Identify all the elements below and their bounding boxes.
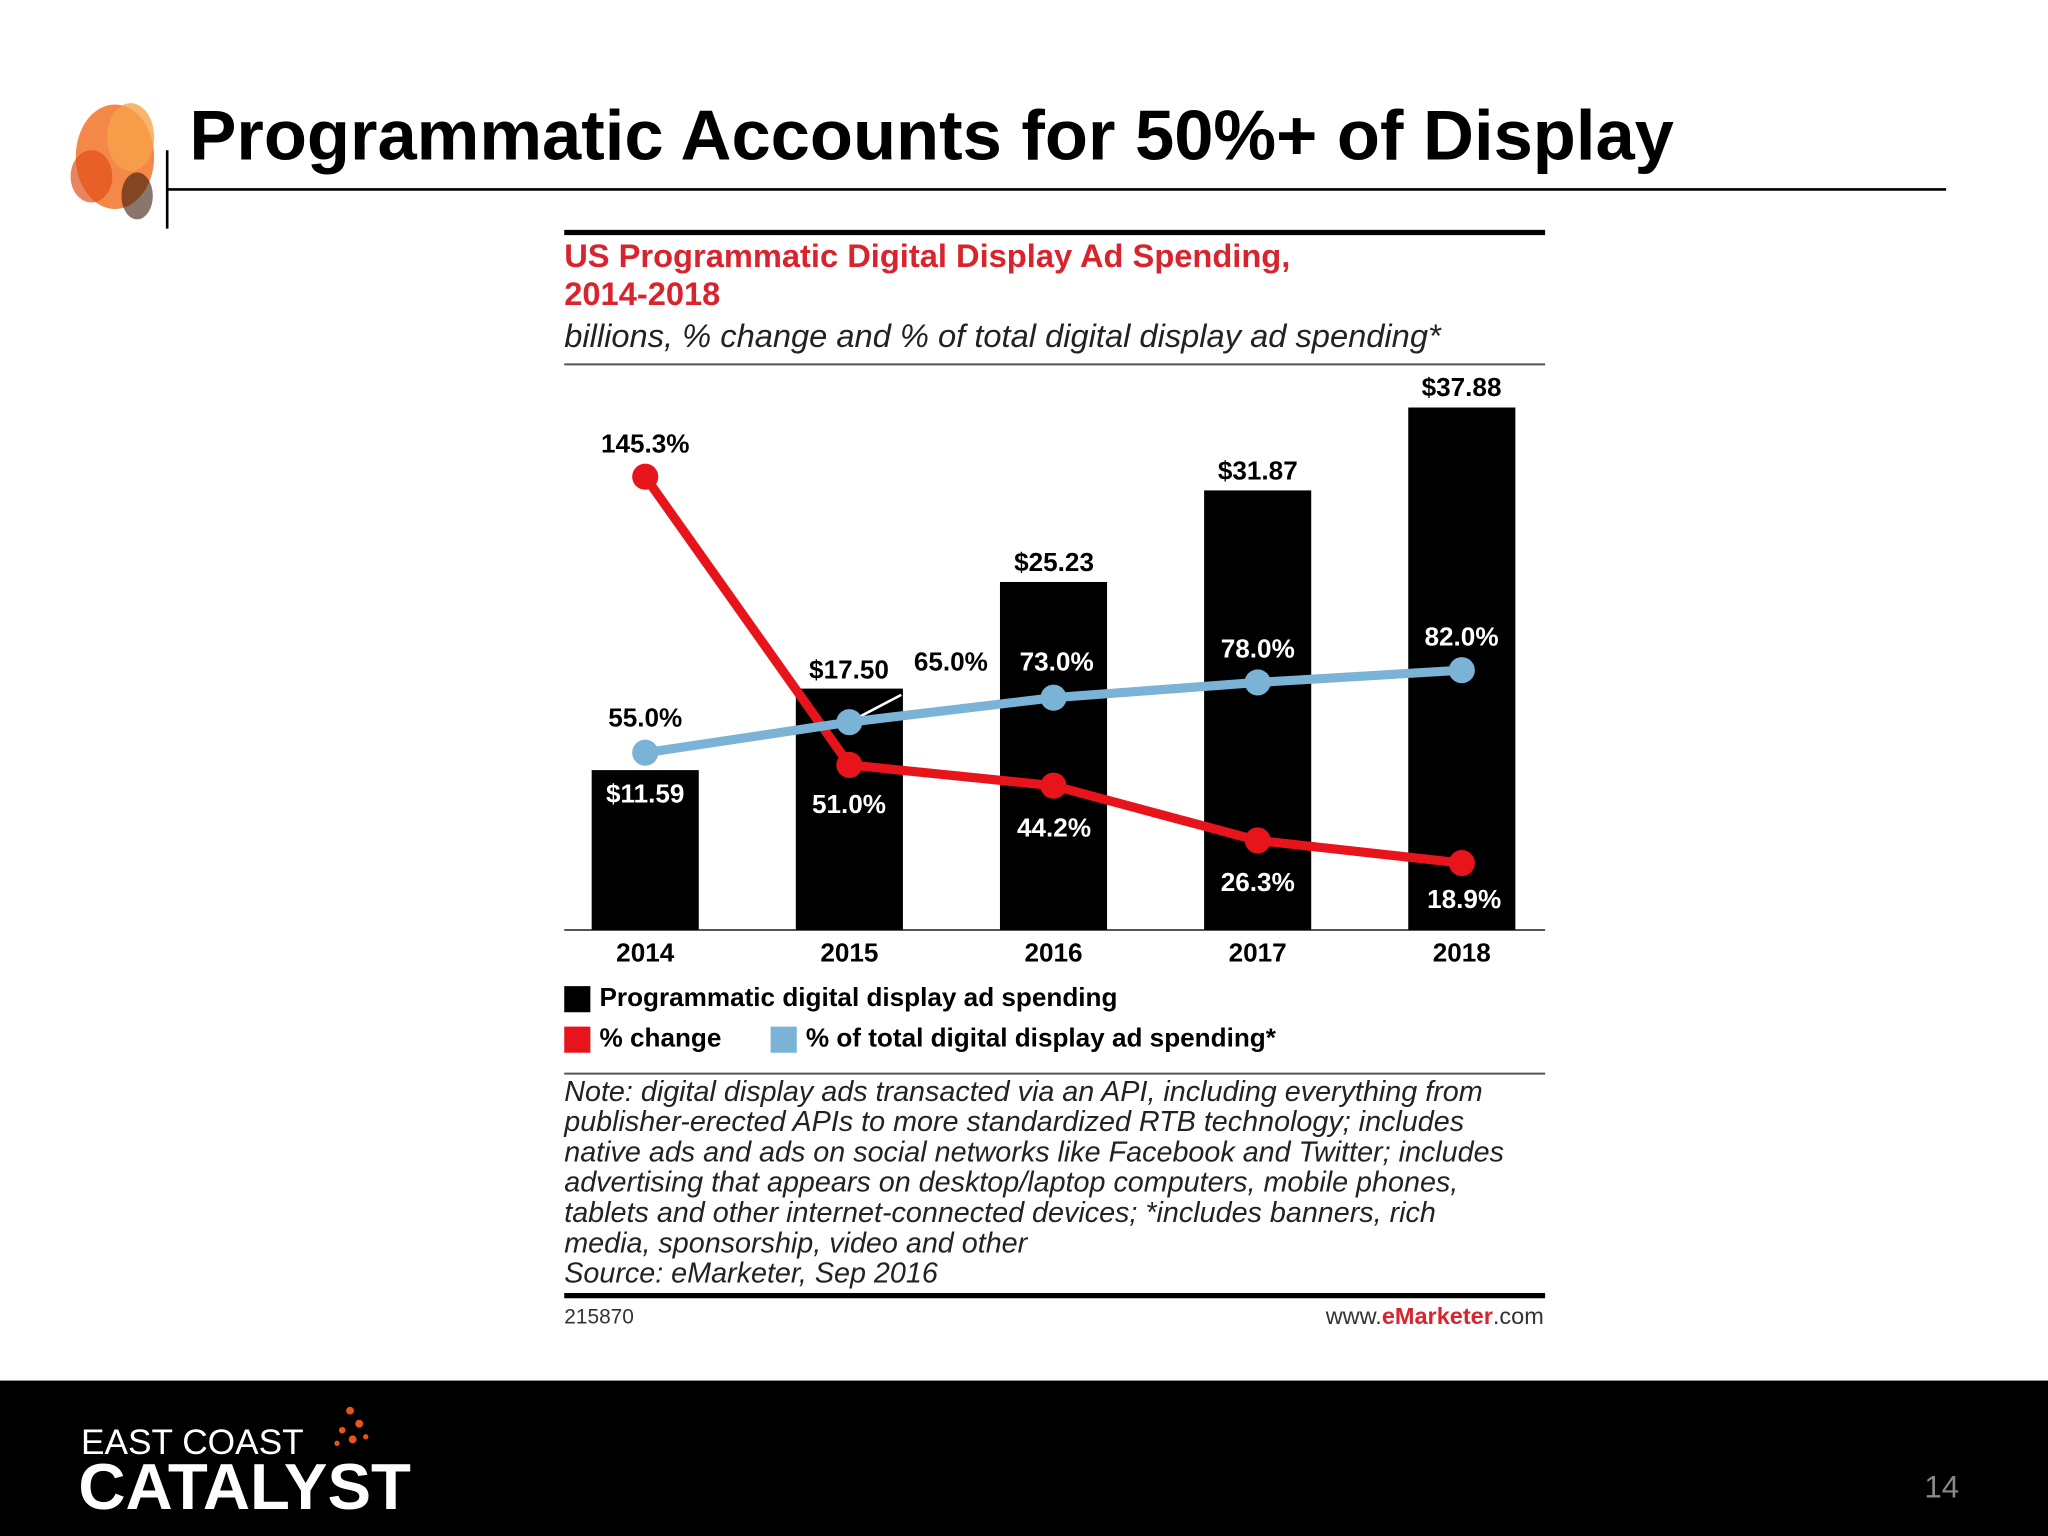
logo-text: CATALYST xyxy=(78,1450,411,1523)
line-marker xyxy=(632,463,659,490)
data-label: 82.0% xyxy=(1425,622,1499,652)
line-marker xyxy=(1448,657,1475,684)
line-marker xyxy=(836,751,863,779)
site-part: eMarketer xyxy=(1382,1303,1493,1329)
logo-sparks xyxy=(334,1406,369,1446)
logo-text: EAST COAST xyxy=(81,1423,304,1462)
site-part: www. xyxy=(1325,1303,1382,1329)
legend-swatch xyxy=(770,1026,797,1053)
x-tick-label: 2017 xyxy=(1229,938,1287,968)
note-line: media, sponsorship, video and other xyxy=(564,1227,1028,1259)
line-marker xyxy=(1040,772,1067,799)
data-label: 78.0% xyxy=(1221,633,1295,663)
note-line: advertising that appears on desktop/lapt… xyxy=(564,1167,1458,1199)
data-label: $37.88 xyxy=(1422,372,1502,402)
data-label: 73.0% xyxy=(1020,646,1094,676)
data-label: 51.0% xyxy=(812,789,886,819)
page-number: 14 xyxy=(1924,1469,1959,1504)
line-marker xyxy=(1040,684,1067,711)
x-tick-label: 2018 xyxy=(1433,938,1491,968)
line-marker xyxy=(1244,669,1271,696)
bar xyxy=(591,770,699,930)
chart-title: US Programmatic Digital Display Ad Spend… xyxy=(564,237,1290,274)
data-label: 65.0% xyxy=(914,646,988,676)
site-part: .com xyxy=(1493,1303,1544,1329)
data-label: $31.87 xyxy=(1218,456,1298,486)
line-marker xyxy=(836,709,863,736)
note-line: Note: digital display ads transacted via… xyxy=(564,1076,1482,1108)
data-label: 44.2% xyxy=(1017,812,1091,842)
note-line: tablets and other internet-connected dev… xyxy=(564,1197,1436,1229)
data-label: 18.9% xyxy=(1427,884,1501,914)
line-marker xyxy=(1244,827,1271,854)
legend-label: % of total digital display ad spending* xyxy=(806,1023,1277,1053)
source: Source: eMarketer, Sep 2016 xyxy=(564,1257,938,1289)
bar xyxy=(1204,490,1312,930)
x-tick-label: 2016 xyxy=(1024,938,1082,968)
chart-id: 215870 xyxy=(564,1305,634,1328)
footer-band xyxy=(0,1380,2048,1536)
chart-subtitle: billions, % change and % of total digita… xyxy=(564,317,1442,354)
data-label: $17.50 xyxy=(809,654,889,684)
chart-title: 2014-2018 xyxy=(564,275,720,312)
site: www.eMarketer.com xyxy=(1325,1303,1544,1329)
legend-swatch xyxy=(564,986,591,1013)
slide-title: Programmatic Accounts for 50%+ of Displa… xyxy=(189,96,1674,175)
legend-label: Programmatic digital display ad spending xyxy=(600,982,1118,1012)
note-line: publisher-erected APIs to more standardi… xyxy=(563,1106,1464,1138)
x-tick-label: 2014 xyxy=(616,938,675,968)
data-label: 145.3% xyxy=(601,428,690,458)
bar xyxy=(999,581,1108,930)
data-label: 26.3% xyxy=(1221,867,1295,897)
data-label: 55.0% xyxy=(608,703,682,733)
x-tick-label: 2015 xyxy=(820,938,878,968)
note-line: native ads and ads on social networks li… xyxy=(564,1136,1504,1168)
data-label: $25.23 xyxy=(1014,547,1094,577)
data-label: $11.59 xyxy=(606,778,684,808)
legend-label: % change xyxy=(600,1023,722,1053)
legend-swatch xyxy=(564,1026,591,1053)
line-marker xyxy=(1448,849,1475,877)
flame-icon xyxy=(70,103,155,220)
line-marker xyxy=(632,739,659,766)
